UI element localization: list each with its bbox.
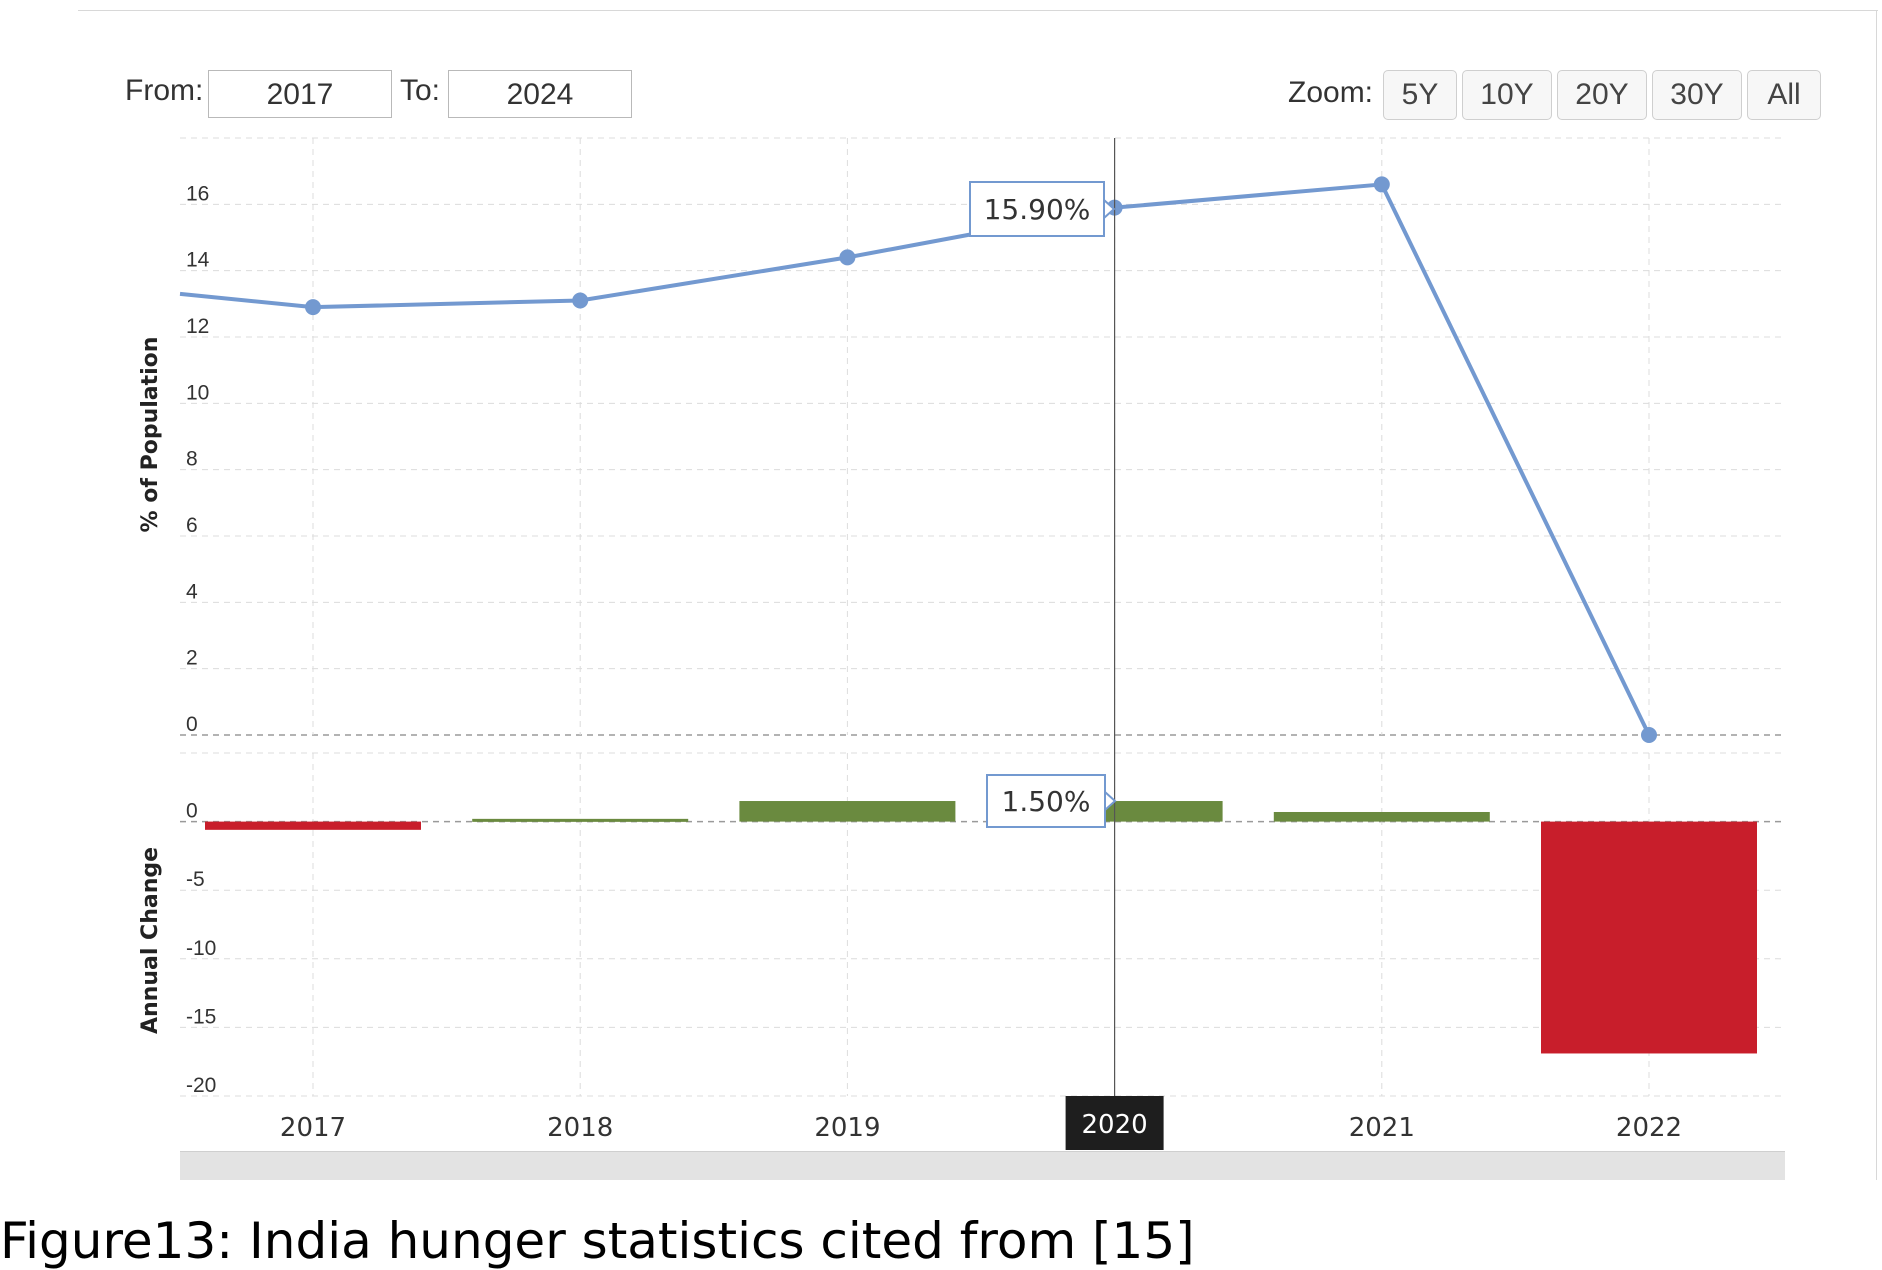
to-date-input[interactable]: 2024 [448,70,632,118]
zoom-5y-button[interactable]: 5Y [1383,70,1457,120]
x-tick-label: 2017 [280,1113,346,1143]
x-axis-highlight [1065,1096,1164,1150]
bar-tooltip: 1.50% [986,774,1117,828]
bar [1273,811,1490,822]
right-rule [1876,10,1877,1180]
top-rule [78,10,1878,11]
bar [472,818,689,822]
tooltip-pointer [1104,789,1117,813]
y-tick-label: 0 [186,800,198,823]
y-axis-title: Annual Change [138,847,163,1034]
y-tick-label: -20 [186,1074,216,1097]
zoom-30y-button[interactable]: 30Y [1652,70,1742,120]
zoom-label: Zoom: [1288,76,1374,109]
tooltip-text: 15.90% [984,193,1091,226]
x-tick-label: 2022 [1616,1113,1682,1143]
from-date-input[interactable]: 2017 [208,70,392,118]
x-tick-label: 2021 [1349,1113,1415,1143]
y-tick-label: 16 [186,182,209,205]
y-tick-label: 4 [186,580,198,603]
from-label: From: [125,74,204,107]
bar [739,801,956,822]
y-tick-label: 10 [186,381,209,404]
bar [205,821,421,830]
y-tick-label: 2 [186,647,198,670]
range-navigator[interactable] [180,1151,1785,1180]
zoom-20y-button[interactable]: 20Y [1557,70,1647,120]
tooltip-text: 1.50% [1002,785,1091,818]
y-tick-label: -15 [186,1005,216,1028]
zoom-10y-button[interactable]: 10Y [1462,70,1552,120]
data-point [1641,727,1657,743]
zoom-all-button[interactable]: All [1747,70,1821,120]
series-line [179,182,1651,736]
y-tick-label: -5 [186,868,205,891]
data-point [839,249,856,266]
data-point [305,299,321,316]
y-tick-label: 0 [186,713,198,736]
tooltip-pointer [1103,197,1116,221]
x-tick-label: 2020 [1082,1110,1148,1140]
y-tick-label: 8 [186,448,198,471]
y-tick-label: -10 [186,937,216,960]
y-axis-title: % of Population [138,337,163,533]
data-point [572,292,589,309]
y-tick-label: 12 [186,315,209,338]
data-point [1373,176,1390,193]
y-tick-label: 14 [186,249,210,272]
tooltip-box [986,774,1106,828]
x-tick-label: 2018 [547,1113,613,1143]
line-tooltip: 15.90% [969,181,1116,237]
x-tick-label: 2019 [814,1113,880,1143]
figure-caption: Figure13: India hunger statistics cited … [0,1212,1195,1270]
y-tick-label: 6 [186,514,198,537]
to-label: To: [400,74,441,107]
bar [1541,821,1757,1054]
